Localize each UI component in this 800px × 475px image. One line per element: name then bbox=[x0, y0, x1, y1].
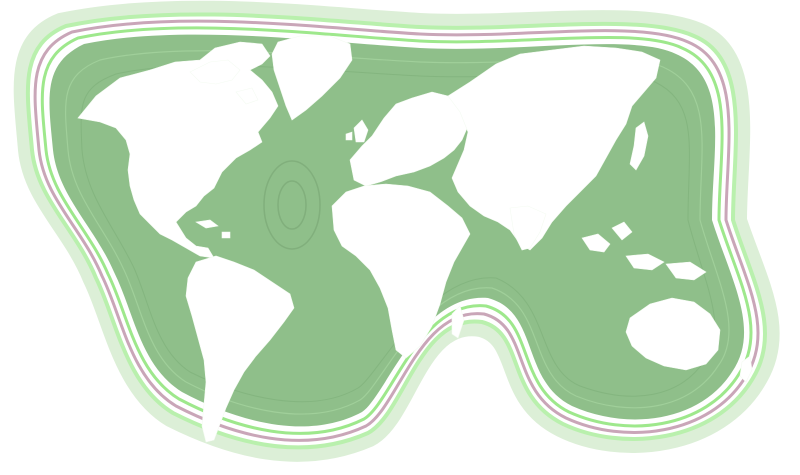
southeast-asia-islands bbox=[581, 221, 707, 281]
ocean-ring-3 bbox=[33, 19, 760, 442]
atlantic-swirl-outer bbox=[263, 160, 321, 250]
australia bbox=[625, 297, 721, 371]
asia bbox=[447, 45, 661, 251]
british-isles bbox=[345, 119, 369, 143]
india bbox=[509, 205, 547, 251]
arctic-islands bbox=[189, 59, 259, 105]
ocean-ring-2 bbox=[25, 12, 768, 450]
madagascar bbox=[451, 305, 465, 339]
greenland bbox=[271, 35, 353, 121]
land-masses bbox=[77, 35, 753, 443]
south-america bbox=[185, 255, 295, 443]
caribbean-islands bbox=[195, 219, 231, 239]
ocean-ring-outer bbox=[13, 0, 780, 462]
north-america bbox=[77, 41, 279, 259]
japan bbox=[629, 121, 649, 171]
new-zealand bbox=[739, 355, 753, 383]
europe bbox=[349, 91, 469, 187]
ocean-ring-4 bbox=[40, 26, 753, 435]
africa bbox=[331, 183, 471, 359]
atlantic-swirl-inner bbox=[277, 180, 307, 230]
